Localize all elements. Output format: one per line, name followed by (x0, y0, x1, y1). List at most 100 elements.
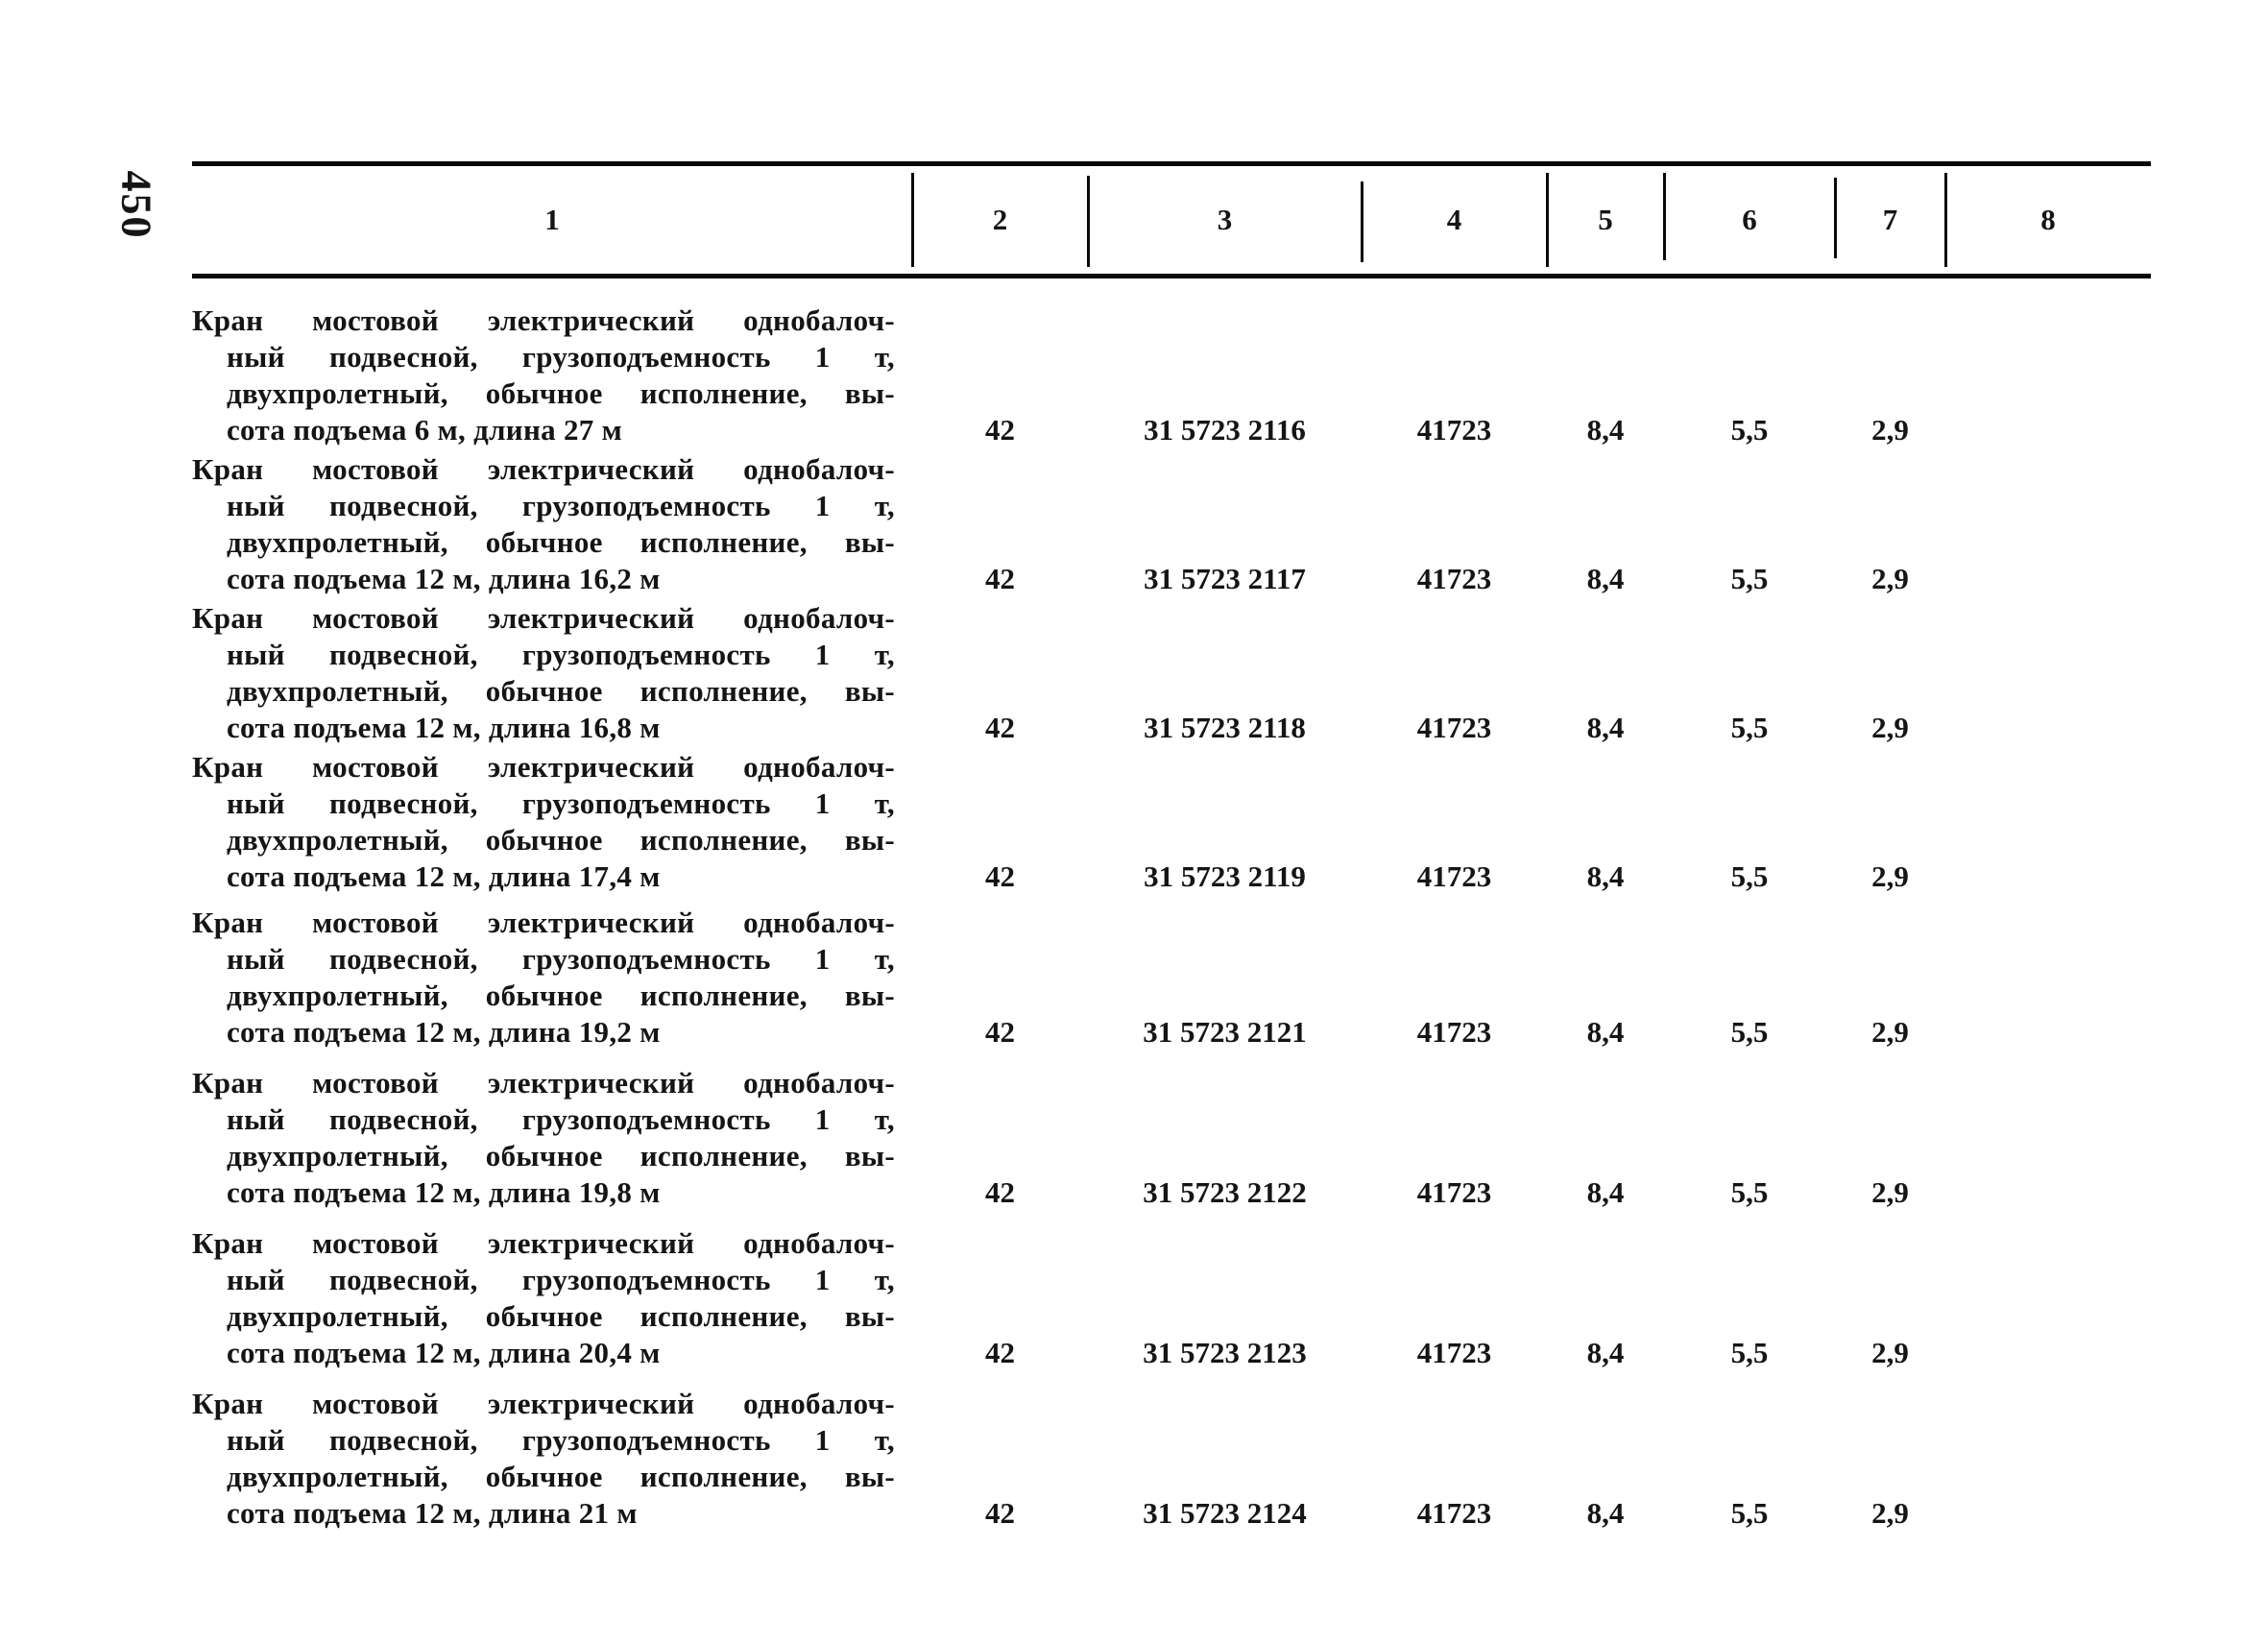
description-line: сота подъема 12 м, длина 16,8 м (227, 711, 661, 744)
description-line: сота подъема 12 м, длина 20,4 м (227, 1336, 661, 1369)
cell-col6: 5,5 (1730, 1496, 1769, 1530)
cell-code: 31 5723 2117 (1144, 562, 1306, 595)
table-body: Кран мостовой электрический однобалоч- н… (192, 278, 2151, 1532)
cell-code: 31 5723 2118 (1144, 711, 1306, 744)
column-header-7: 7 (1882, 203, 1898, 236)
cell-description: Кран мостовой электрический однобалоч- н… (192, 905, 912, 1051)
cell-col7: 2,9 (1871, 1015, 1909, 1049)
description-line: двухпролетный, обычное исполнение, вы- (227, 1139, 895, 1173)
column-separator (1834, 178, 1837, 258)
table-row: Кран мостовой электрический однобалоч- н… (192, 749, 2151, 895)
column-separator (1361, 181, 1363, 262)
cell-okp: 41723 (1416, 1015, 1492, 1049)
column-header-6: 6 (1742, 203, 1757, 236)
cell-col5: 8,4 (1586, 711, 1625, 744)
description-line: Кран мостовой электрический однобалоч- (192, 303, 895, 337)
cell-okp: 41723 (1416, 711, 1492, 744)
description-line: двухпролетный, обычное исполнение, вы- (227, 376, 895, 410)
description-line: ный подвесной, грузоподъемность 1 т, (227, 1423, 895, 1457)
description-line: Кран мостовой электрический однобалоч- (192, 601, 895, 635)
description-line: двухпролетный, обычное исполнение, вы- (227, 1299, 895, 1333)
cell-col2: 42 (985, 1496, 1015, 1530)
cell-col7: 2,9 (1871, 413, 1909, 447)
cell-col6: 5,5 (1730, 1015, 1769, 1049)
cell-code: 31 5723 2116 (1144, 413, 1306, 447)
description-line: двухпролетный, обычное исполнение, вы- (227, 823, 895, 857)
cell-col5: 8,4 (1586, 562, 1625, 595)
cell-okp: 41723 (1416, 1336, 1492, 1369)
description-line: двухпролетный, обычное исполнение, вы- (227, 525, 895, 559)
description-line: Кран мостовой электрический однобалоч- (192, 1387, 895, 1420)
cell-col2: 42 (985, 859, 1015, 893)
cell-col6: 5,5 (1730, 562, 1769, 595)
description-line: сота подъема 12 м, длина 21 м (227, 1496, 638, 1530)
cell-code: 31 5723 2122 (1143, 1175, 1307, 1209)
description-line: ный подвесной, грузоподъемность 1 т, (227, 1102, 895, 1136)
description-line: Кран мостовой электрический однобалоч- (192, 750, 895, 784)
cell-col5: 8,4 (1586, 1336, 1625, 1369)
table-row: Кран мостовой электрический однобалоч- н… (192, 905, 2151, 1051)
description-line: ный подвесной, грузоподъемность 1 т, (227, 1263, 895, 1296)
description-line: сота подъема 12 м, длина 19,8 м (227, 1175, 661, 1209)
cell-col5: 8,4 (1586, 413, 1625, 447)
column-header-3: 3 (1217, 203, 1233, 236)
column-separator (1087, 176, 1090, 267)
description-line: ный подвесной, грузоподъемность 1 т, (227, 638, 895, 671)
cell-col2: 42 (985, 562, 1015, 595)
cell-col7: 2,9 (1871, 1175, 1909, 1209)
column-header-8: 8 (2040, 203, 2056, 236)
cell-col7: 2,9 (1871, 1496, 1909, 1530)
table-row: Кран мостовой электрический однобалоч- н… (192, 600, 2151, 746)
cell-okp: 41723 (1416, 1496, 1492, 1530)
page-number: 450 (112, 170, 160, 240)
cell-okp: 41723 (1416, 562, 1492, 595)
table-row: Кран мостовой электрический однобалоч- н… (192, 451, 2151, 597)
cell-code: 31 5723 2124 (1143, 1496, 1307, 1530)
description-line: двухпролетный, обычное исполнение, вы- (227, 1460, 895, 1493)
cell-col6: 5,5 (1730, 859, 1769, 893)
description-line: ный подвесной, грузоподъемность 1 т, (227, 942, 895, 976)
cell-okp: 41723 (1416, 859, 1492, 893)
cell-col6: 5,5 (1730, 1336, 1769, 1369)
cell-col7: 2,9 (1871, 859, 1909, 893)
description-line: двухпролетный, обычное исполнение, вы- (227, 674, 895, 708)
cell-code: 31 5723 2119 (1144, 859, 1306, 893)
column-separator (1944, 173, 1947, 267)
description-line: Кран мостовой электрический однобалоч- (192, 1226, 895, 1260)
cell-okp: 41723 (1416, 413, 1492, 447)
table-rule-top (192, 161, 2151, 166)
cell-col5: 8,4 (1586, 1015, 1625, 1049)
cell-description: Кран мостовой электрический однобалоч- н… (192, 1225, 912, 1371)
description-line: ный подвесной, грузоподъемность 1 т, (227, 786, 895, 820)
column-header-4: 4 (1446, 203, 1462, 236)
cell-col7: 2,9 (1871, 711, 1909, 744)
description-line: Кран мостовой электрический однобалоч- (192, 1066, 895, 1100)
cell-code: 31 5723 2121 (1143, 1015, 1307, 1049)
cell-okp: 41723 (1416, 1175, 1492, 1209)
table-rule-header-bottom (192, 274, 2151, 278)
table-row: Кран мостовой электрический однобалоч- н… (192, 302, 2151, 448)
column-header-2: 2 (992, 203, 1008, 236)
description-line: Кран мостовой электрический однобалоч- (192, 906, 895, 939)
cell-col5: 8,4 (1586, 859, 1625, 893)
description-line: Кран мостовой электрический однобалоч- (192, 452, 895, 486)
cell-description: Кран мостовой электрический однобалоч- н… (192, 600, 912, 746)
table-row: Кран мостовой электрический однобалоч- н… (192, 1386, 2151, 1532)
cell-col2: 42 (985, 1336, 1015, 1369)
cell-description: Кран мостовой электрический однобалоч- н… (192, 451, 912, 597)
description-line: ный подвесной, грузоподъемность 1 т, (227, 340, 895, 374)
cell-col6: 5,5 (1730, 1175, 1769, 1209)
cell-col2: 42 (985, 711, 1015, 744)
cell-description: Кран мостовой электрический однобалоч- н… (192, 1386, 912, 1532)
cell-col6: 5,5 (1730, 711, 1769, 744)
description-line: сота подъема 12 м, длина 16,2 м (227, 562, 661, 595)
description-line: сота подъема 12 м, длина 19,2 м (227, 1015, 661, 1049)
cell-col7: 2,9 (1871, 562, 1909, 595)
cell-col2: 42 (985, 413, 1015, 447)
cell-col6: 5,5 (1730, 413, 1769, 447)
description-line: ный подвесной, грузоподъемность 1 т, (227, 489, 895, 522)
column-separator (1663, 173, 1666, 260)
cell-description: Кран мостовой электрический однобалоч- н… (192, 302, 912, 448)
cell-col5: 8,4 (1586, 1496, 1625, 1530)
